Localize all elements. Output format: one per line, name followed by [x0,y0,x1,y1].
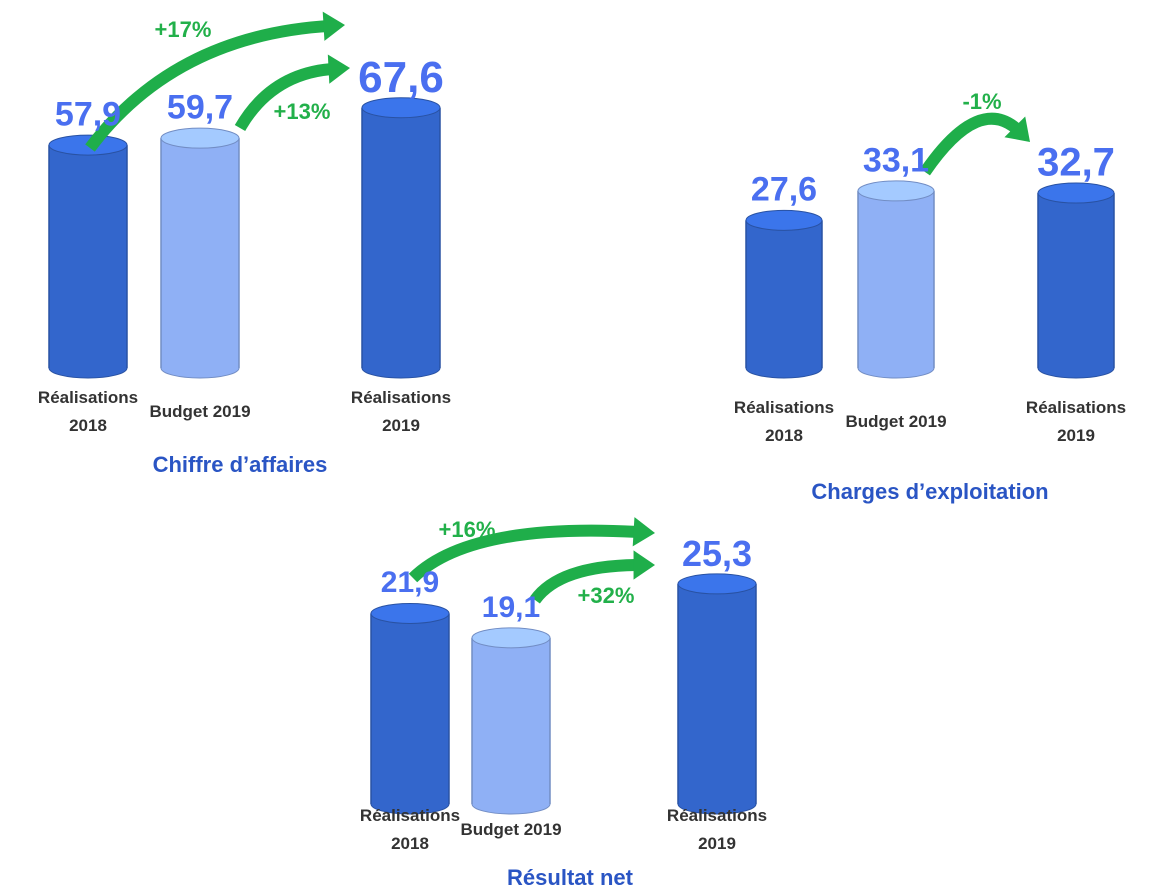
cylinder-top [471,627,551,649]
value-label: 59,7 [166,88,234,127]
chart-title: Résultat net [507,865,633,885]
arrow-head [632,517,655,547]
category-label: Réalisations 2019 [1025,398,1127,445]
value-label: 27,6 [750,170,818,209]
cylinder-bar [471,627,551,815]
cylinder-top [745,209,823,231]
value-label: 19,1 [481,590,541,624]
change-annotation: +32% [577,583,635,608]
cylinder-bar [677,573,757,815]
change-annotation: +17% [154,17,212,42]
cylinder-body [49,145,127,368]
category-label: Budget 2019 [149,402,251,421]
change-annotation: +13% [273,99,331,124]
value-label: 33,1 [862,141,930,180]
category-label: Réalisations 2019 [666,806,768,853]
value-label: 57,9 [54,95,122,134]
category-label: Budget 2019 [460,820,562,839]
chart-title: Charges d’exploitation [811,479,1049,504]
cylinder-top [370,602,450,624]
cylinder-bar [745,209,823,379]
cylinder-top [160,127,240,149]
arrow-head [1004,116,1030,142]
change-annotation: +16% [438,517,496,542]
category-label: Budget 2019 [845,412,947,431]
cylinder-body [472,637,550,804]
cylinder-body [858,190,934,368]
category-label: Réalisations 2018 [359,806,461,853]
arrow-head [633,550,655,580]
category-label: Réalisations 2018 [37,388,139,435]
category-label: Réalisations 2019 [350,388,452,435]
cylinder-body [1038,193,1114,368]
category-label: Réalisations 2018 [733,398,835,445]
value-label: 25,3 [681,532,753,574]
value-label: 21,9 [380,566,440,600]
arrow-head [327,54,350,84]
arrow-head [322,11,345,41]
cylinder-top [857,180,935,202]
growth-arrow [920,112,1025,176]
chart-title: Chiffre d’affaires [152,452,328,477]
cylinder-top [1037,182,1115,204]
cylinder-bar [48,134,128,379]
cylinder-bar [370,602,450,815]
growth-arrow [408,524,642,583]
growth-arrow [530,559,642,604]
growth-arrow [234,62,337,132]
cylinder-body [371,613,449,804]
cylinder-bar [1037,182,1115,379]
cylinder-body [678,583,756,804]
cylinder-top [361,97,441,119]
cylinder-bar [361,97,441,379]
change-annotation: -1% [962,89,1002,114]
cylinder-top [677,573,757,595]
value-label: 67,6 [358,52,444,102]
cylinder-body [362,107,440,369]
cylinder-body [746,220,822,368]
value-label: 32,7 [1037,140,1115,185]
cylinder-bar [857,180,935,379]
growth-arrow [85,19,332,152]
cylinder-bar [160,127,240,379]
cylinder-body [161,138,239,368]
